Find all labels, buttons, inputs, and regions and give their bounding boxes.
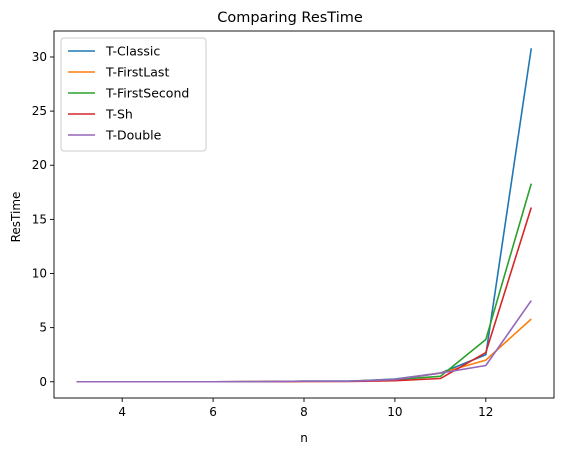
y-tick-label: 20: [32, 158, 47, 172]
series-line-1: [76, 318, 532, 383]
y-tick-label: 5: [39, 321, 47, 335]
legend-label: T-Double: [105, 128, 162, 143]
x-tick-label: 4: [118, 405, 126, 419]
y-axis-label: ResTime: [9, 192, 23, 243]
x-tick-label: 8: [300, 405, 308, 419]
x-tick-label: 12: [478, 405, 493, 419]
series-line-4: [76, 300, 532, 383]
y-tick-label: 30: [32, 50, 47, 64]
y-tick-label: 15: [32, 212, 47, 226]
series-line-3: [76, 207, 533, 383]
legend-box: [60, 37, 207, 152]
y-tick-label: 10: [32, 267, 47, 281]
x-tick-label: 6: [209, 405, 217, 419]
legend-label: T-Sh: [105, 107, 133, 122]
y-tick-label: 0: [39, 375, 47, 389]
y-tick-label: 25: [32, 104, 47, 118]
x-tick-label: 10: [387, 405, 402, 419]
x-axis-label: n: [300, 431, 308, 445]
series-line-2: [76, 183, 533, 383]
legend-label: T-FirstLast: [105, 65, 169, 80]
legend-label: T-Classic: [105, 44, 160, 59]
chart-title: Comparing ResTime: [217, 10, 363, 26]
legend-label: T-FirstSecond: [105, 86, 189, 101]
legend: T-Classic T-FirstLast T-FirstSecond T-Sh T-D…: [60, 37, 207, 152]
